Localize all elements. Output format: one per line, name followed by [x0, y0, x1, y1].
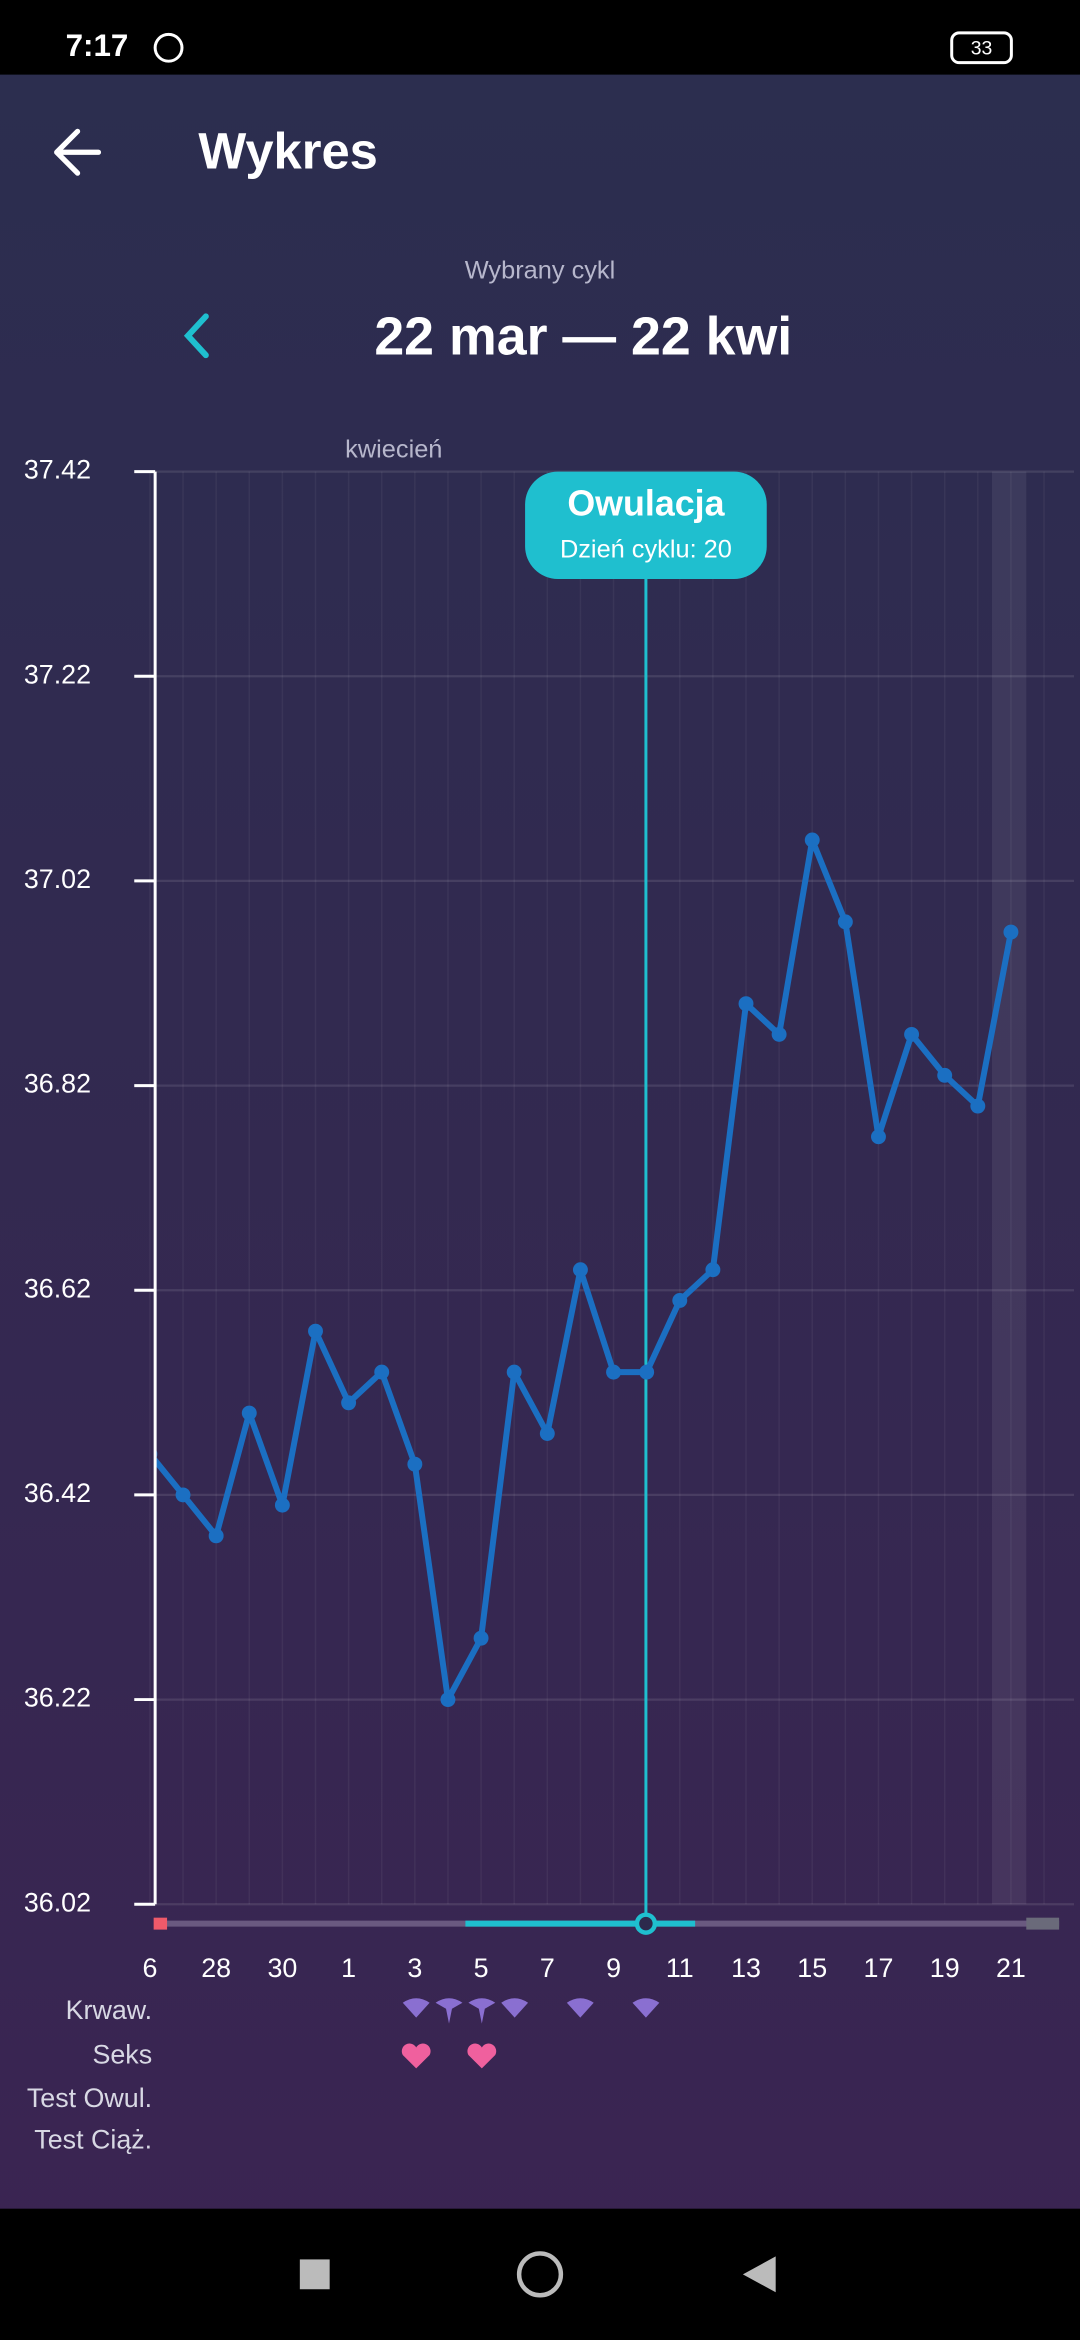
x-tick-label: 21 [996, 1953, 1026, 1983]
sex-icons [401, 2043, 497, 2069]
status-time: 7:17 [66, 28, 129, 63]
month-label: kwiecień [345, 435, 442, 463]
nav-recent[interactable] [299, 2259, 330, 2290]
prev-cycle[interactable] [183, 313, 209, 359]
temperature-point [1003, 924, 1019, 940]
battery-icon [950, 31, 1013, 65]
y-tick-label: 36.02 [24, 1887, 91, 1917]
ovulation-day: Dzień cyklu: 20 [560, 535, 732, 563]
temperature-point [738, 996, 754, 1012]
x-tick-label: 19 [930, 1953, 960, 1983]
battery-level: 33 [971, 37, 993, 59]
x-tick-label: 13 [731, 1953, 761, 1983]
temperature-point [937, 1067, 953, 1083]
y-tick-label: 36.62 [24, 1273, 91, 1303]
row-label: Test Owul. [27, 2083, 152, 2113]
temperature-point [506, 1364, 522, 1380]
x-tick-label: 7 [540, 1953, 555, 1983]
slider-thumb[interactable] [634, 1912, 658, 1935]
status-bar [0, 0, 1080, 75]
x-tick-label: 30 [267, 1953, 297, 1983]
row-label: Test Ciąż. [34, 2125, 152, 2155]
temperature-point [771, 1026, 787, 1042]
temperature-point [374, 1364, 390, 1380]
temperature-point [440, 1692, 456, 1708]
x-tick-label: 5 [474, 1953, 489, 1983]
nav-home[interactable] [516, 2251, 564, 2298]
nav-back[interactable] [742, 2256, 776, 2293]
temperature-point [672, 1293, 688, 1308]
temperature-point [804, 832, 820, 848]
row-label: Seks [92, 2040, 152, 2070]
temperature-point [606, 1364, 621, 1380]
back-button[interactable] [54, 128, 102, 176]
bleeding-icons [402, 1998, 660, 2024]
temperature-point [407, 1456, 423, 1472]
temperature-point [308, 1323, 323, 1339]
temperature-point [837, 914, 853, 930]
y-tick-label: 37.42 [24, 455, 91, 485]
y-tick-label: 36.22 [24, 1683, 91, 1713]
x-tick-label: 3 [407, 1953, 422, 1983]
nav-bar [0, 2208, 1080, 2340]
x-tick-label: 28 [201, 1953, 231, 1983]
temperature-point [705, 1262, 721, 1278]
ovulation-badge [525, 471, 767, 580]
temperature-point [970, 1098, 986, 1114]
x-tick-label: 17 [864, 1953, 894, 1983]
x-tick-label: 1 [341, 1953, 356, 1983]
x-tick-label: 6 [142, 1953, 157, 1983]
temperature-point [904, 1026, 920, 1042]
alarm-icon [153, 32, 184, 63]
temperature-point [639, 1364, 655, 1380]
y-tick-label: 36.42 [24, 1478, 91, 1508]
temperature-point [539, 1426, 555, 1441]
y-tick-label: 36.82 [24, 1069, 91, 1099]
temperature-point [572, 1262, 588, 1278]
temperature-point [473, 1630, 489, 1646]
y-tick-label: 37.22 [24, 659, 91, 689]
ovulation-title: Owulacja [567, 483, 725, 523]
row-label: Krwaw. [66, 1995, 153, 2025]
temperature-point [175, 1487, 191, 1503]
today-band [991, 471, 1027, 1905]
temperature-point [208, 1528, 224, 1544]
y-tick-label: 37.02 [24, 864, 91, 894]
cycle-caption: Wybrany cykl [465, 256, 616, 284]
x-tick-label: 9 [606, 1953, 621, 1983]
x-tick-label: 15 [797, 1953, 827, 1983]
slider-start [153, 1917, 168, 1930]
slider-end [1026, 1917, 1060, 1930]
cycle-range: 22 mar — 22 kwi [374, 306, 792, 366]
temperature-point [871, 1129, 886, 1145]
temperature-point [274, 1497, 290, 1513]
header-title: Wykres [198, 123, 377, 180]
temperature-point [241, 1405, 257, 1421]
temperature-point [341, 1395, 357, 1411]
x-tick-label: 11 [666, 1953, 694, 1983]
